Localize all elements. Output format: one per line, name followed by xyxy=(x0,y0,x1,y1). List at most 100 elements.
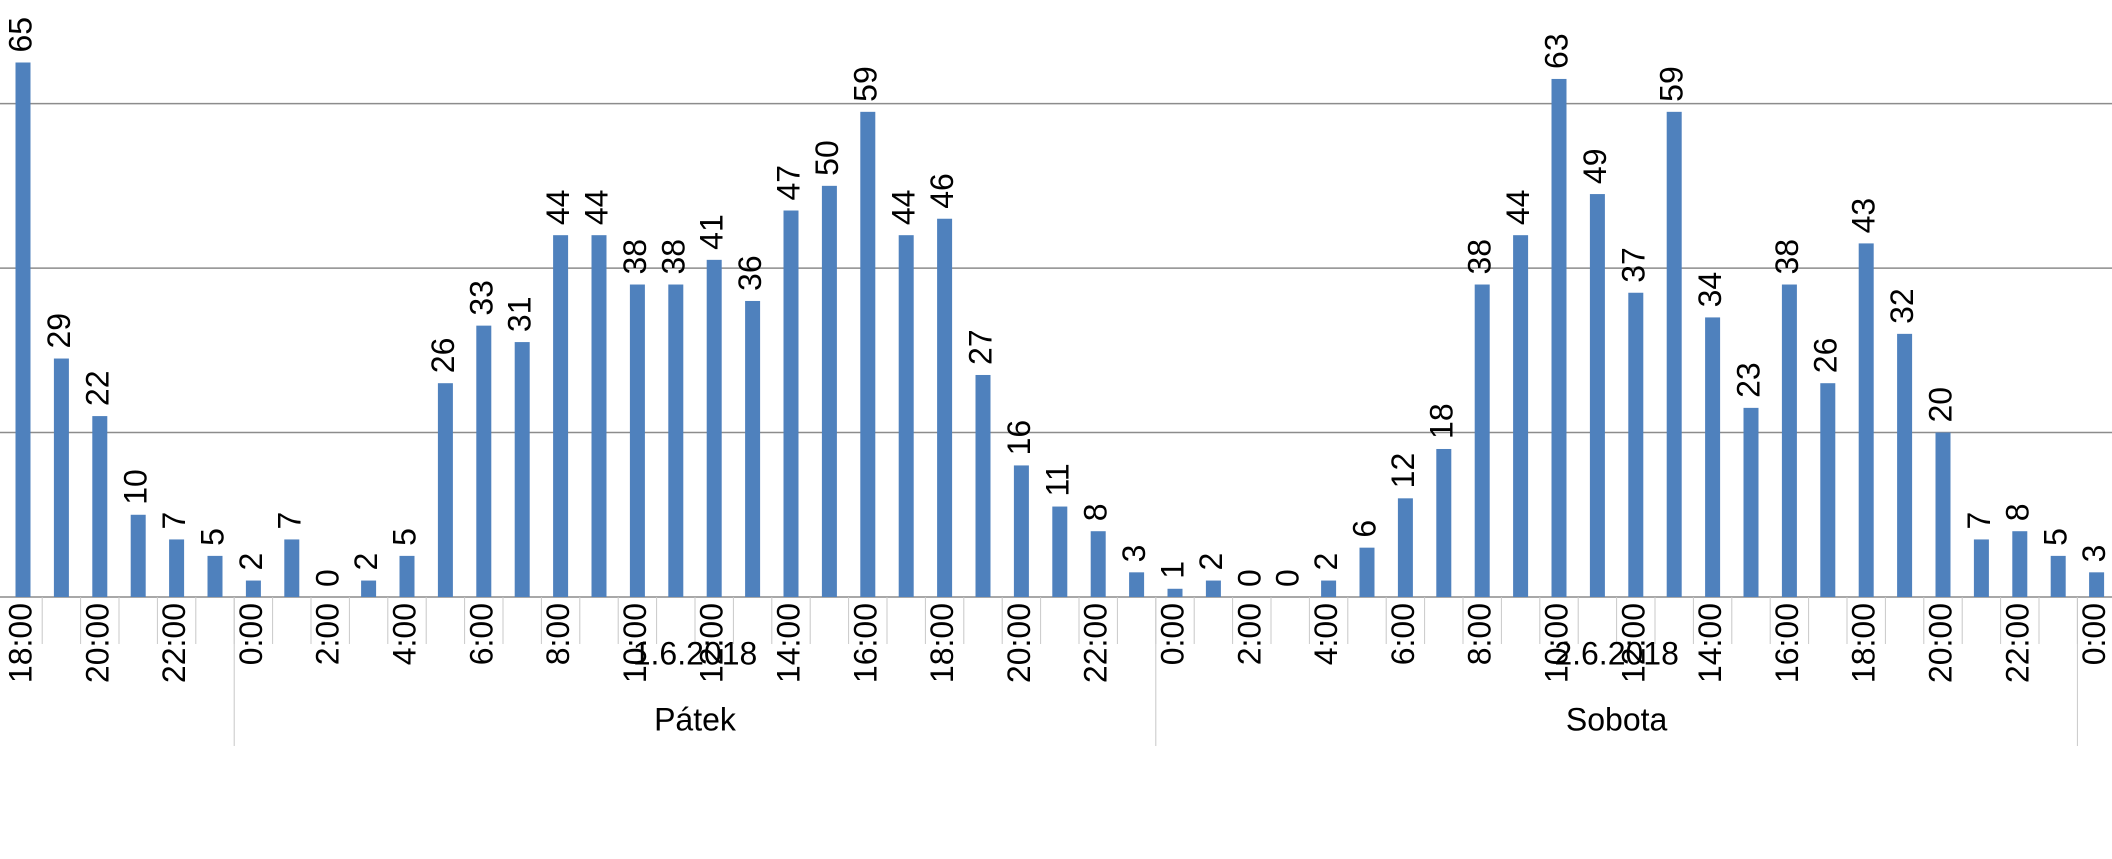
value-label: 8 xyxy=(1999,503,2035,521)
bar xyxy=(1858,243,1874,597)
x-tick-label: 6:00 xyxy=(1385,603,1421,665)
x-tick-label: 16:00 xyxy=(847,603,883,683)
value-label: 11 xyxy=(1039,463,1075,496)
value-label: 2 xyxy=(1308,553,1344,571)
bar xyxy=(361,580,377,597)
value-label: 63 xyxy=(1538,33,1574,69)
value-label: 59 xyxy=(847,66,883,102)
value-label: 65 xyxy=(2,17,38,53)
bar xyxy=(130,514,146,597)
value-label: 34 xyxy=(1692,272,1728,308)
value-label: 38 xyxy=(617,239,653,275)
bar xyxy=(437,383,453,597)
x-tick-label: 20:00 xyxy=(79,603,115,683)
bar xyxy=(1820,383,1836,597)
value-label: 43 xyxy=(1846,198,1882,234)
value-label: 41 xyxy=(694,214,730,250)
x-tick-label: 18:00 xyxy=(2,603,38,683)
x-tick-label: 6:00 xyxy=(463,603,499,665)
bar xyxy=(2050,555,2066,597)
bar xyxy=(975,374,991,597)
value-label: 38 xyxy=(655,239,691,275)
value-label: 47 xyxy=(770,165,806,201)
bar xyxy=(821,185,837,598)
value-label: 10 xyxy=(118,469,154,505)
bar xyxy=(1321,580,1337,597)
value-label: 31 xyxy=(502,296,538,332)
value-label: 2 xyxy=(1193,553,1229,571)
x-tick-label: 14:00 xyxy=(1692,603,1728,683)
value-label: 44 xyxy=(886,190,922,226)
bar xyxy=(937,218,953,597)
bar xyxy=(399,555,415,597)
bar xyxy=(1205,580,1221,597)
bar xyxy=(591,235,607,597)
value-label: 2 xyxy=(348,553,384,571)
value-label: 33 xyxy=(463,280,499,316)
value-label: 37 xyxy=(1615,247,1651,283)
bar xyxy=(1513,235,1529,597)
value-label: 20 xyxy=(1922,387,1958,423)
value-label: 12 xyxy=(1385,453,1421,489)
group-date: 2.6.2018 xyxy=(1554,635,1679,671)
bar xyxy=(1474,284,1490,597)
value-label: 7 xyxy=(1961,512,1997,530)
value-label: 5 xyxy=(386,528,422,546)
x-tick-label: 2:00 xyxy=(310,603,346,665)
value-label: 6 xyxy=(1346,520,1382,538)
value-label: 0 xyxy=(1270,569,1306,587)
value-label: 1 xyxy=(1154,561,1190,579)
bar xyxy=(207,555,223,597)
bar xyxy=(1743,407,1759,597)
x-tick-label: 12:00 xyxy=(1615,603,1651,683)
bar xyxy=(1935,432,1951,597)
bar xyxy=(1551,78,1567,598)
bar xyxy=(169,539,185,597)
bar xyxy=(898,235,914,597)
value-label: 44 xyxy=(540,190,576,226)
x-tick-label: 22:00 xyxy=(156,603,192,683)
bar xyxy=(2012,531,2028,597)
bar xyxy=(860,111,876,597)
bar xyxy=(245,580,261,597)
x-tick-label: 20:00 xyxy=(1001,603,1037,683)
x-tick-label: 14:00 xyxy=(770,603,806,683)
value-label: 5 xyxy=(2038,528,2074,546)
x-tick-label: 18:00 xyxy=(924,603,960,683)
bar xyxy=(1628,292,1644,597)
x-tick-label: 2:00 xyxy=(1231,603,1267,665)
value-label: 46 xyxy=(924,173,960,209)
x-tick-label: 22:00 xyxy=(1078,603,1114,683)
bar xyxy=(1052,506,1068,597)
bar xyxy=(1397,498,1413,597)
value-label: 0 xyxy=(1231,569,1267,587)
value-label: 50 xyxy=(809,140,845,176)
x-tick-label: 20:00 xyxy=(1922,603,1958,683)
x-tick-label: 12:00 xyxy=(694,603,730,683)
bar xyxy=(1167,588,1183,597)
bar xyxy=(706,259,722,597)
x-tick-label: 0:00 xyxy=(233,603,269,665)
value-label: 49 xyxy=(1577,148,1613,184)
bar xyxy=(783,210,799,597)
bar xyxy=(1129,572,1145,597)
value-label: 26 xyxy=(425,338,461,374)
value-label: 29 xyxy=(41,313,77,349)
value-label: 38 xyxy=(1462,239,1498,275)
bar xyxy=(1436,448,1452,597)
x-tick-label: 4:00 xyxy=(1308,603,1344,665)
x-tick-label: 0:00 xyxy=(1154,603,1190,665)
bar xyxy=(1589,194,1605,598)
x-tick-label: 16:00 xyxy=(1769,603,1805,683)
value-label: 44 xyxy=(578,190,614,226)
value-label: 32 xyxy=(1884,288,1920,324)
value-label: 36 xyxy=(732,255,768,291)
group-date: 1.6.2018 xyxy=(633,635,758,671)
bar xyxy=(745,300,761,597)
bar xyxy=(53,358,69,597)
value-label: 8 xyxy=(1078,503,1114,521)
bar xyxy=(476,325,492,597)
value-label: 3 xyxy=(2076,545,2112,563)
x-tick-label: 18:00 xyxy=(1846,603,1882,683)
group-day: Pátek xyxy=(654,701,737,737)
